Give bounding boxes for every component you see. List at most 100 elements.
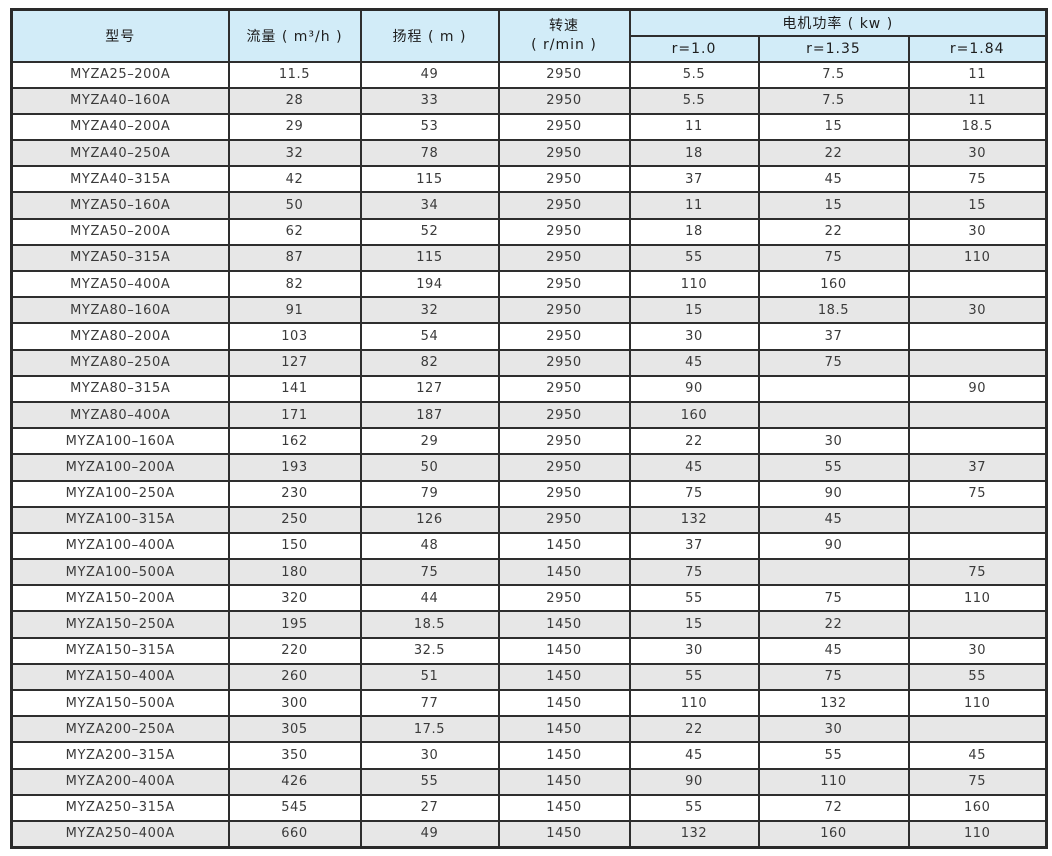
cell-flow: 162 [227, 427, 362, 456]
cell-flow: 29 [227, 112, 362, 142]
cell-power-r135: 7.5 [757, 60, 910, 89]
table-row: MYZA40–250A 32 78 2950 18 22 30 [10, 139, 1048, 168]
cell-power-r10: 18 [628, 139, 760, 168]
cell-flow: 11.5 [227, 60, 362, 89]
cell-power-r135: 15 [757, 112, 910, 142]
cell-power-r135: 30 [757, 427, 910, 456]
cell-power-r10: 22 [628, 715, 760, 744]
cell-head: 187 [359, 400, 500, 430]
table-row: MYZA40–315A 42 115 2950 37 45 75 [10, 165, 1048, 194]
cell-head: 50 [359, 453, 500, 482]
cell-model: MYZA150–200A [10, 584, 230, 613]
cell-power-r135: 22 [757, 139, 910, 168]
cell-power-r135: 45 [757, 636, 910, 665]
cell-model: MYZA100–250A [10, 479, 230, 508]
cell-flow: 42 [227, 165, 362, 194]
cell-power-r135: 30 [757, 715, 910, 744]
cell-head: 48 [359, 531, 500, 561]
cell-power-r135: 37 [757, 322, 910, 351]
cell-speed: 2950 [497, 322, 631, 351]
cell-power-r135: 55 [757, 741, 910, 770]
cell-speed: 1450 [497, 636, 631, 665]
cell-power-r135: 75 [757, 662, 910, 692]
table-row: MYZA100–250A 230 79 2950 75 90 75 [10, 479, 1048, 508]
table-row: MYZA150–250A 195 18.5 1450 15 22 [10, 610, 1048, 639]
cell-power-r184 [907, 348, 1048, 377]
table-row: MYZA100–315A 250 126 2950 132 45 [10, 505, 1048, 534]
cell-flow: 32 [227, 139, 362, 168]
cell-flow: 180 [227, 558, 362, 587]
cell-speed: 1450 [497, 610, 631, 639]
cell-power-r184 [907, 715, 1048, 744]
cell-power-r184: 55 [907, 662, 1048, 692]
cell-power-r135 [757, 400, 910, 430]
cell-flow: 103 [227, 322, 362, 351]
cell-head: 79 [359, 479, 500, 508]
cell-power-r10: 5.5 [628, 86, 760, 115]
cell-power-r10: 45 [628, 453, 760, 482]
table-row: MYZA25–200A 11.5 49 2950 5.5 7.5 11 [10, 60, 1048, 89]
cell-speed: 2950 [497, 374, 631, 403]
cell-speed: 2950 [497, 165, 631, 194]
cell-speed: 1450 [497, 531, 631, 561]
cell-head: 44 [359, 584, 500, 613]
cell-power-r184: 75 [907, 165, 1048, 194]
cell-power-r10: 132 [628, 505, 760, 534]
cell-speed: 2950 [497, 505, 631, 534]
cell-power-r184: 90 [907, 374, 1048, 403]
cell-head: 18.5 [359, 610, 500, 639]
table-row: MYZA250–315A 545 27 1450 55 72 160 [10, 793, 1048, 822]
cell-power-r10: 37 [628, 165, 760, 194]
cell-flow: 300 [227, 688, 362, 718]
cell-power-r184 [907, 610, 1048, 639]
column-header-model: 型号 [10, 8, 230, 63]
cell-speed: 1450 [497, 558, 631, 587]
table-row: MYZA50–315A 87 115 2950 55 75 110 [10, 243, 1048, 273]
cell-flow: 250 [227, 505, 362, 534]
cell-flow: 171 [227, 400, 362, 430]
cell-power-r135 [757, 374, 910, 403]
column-header-r10: r=1.0 [628, 34, 760, 63]
cell-model: MYZA25–200A [10, 60, 230, 89]
cell-model: MYZA40–315A [10, 165, 230, 194]
cell-speed: 1450 [497, 767, 631, 796]
table-row: MYZA40–160A 28 33 2950 5.5 7.5 11 [10, 86, 1048, 115]
cell-power-r10: 55 [628, 243, 760, 273]
cell-model: MYZA80–315A [10, 374, 230, 403]
cell-power-r184: 30 [907, 217, 1048, 246]
table-row: MYZA150–400A 260 51 1450 55 75 55 [10, 662, 1048, 692]
cell-head: 49 [359, 819, 500, 849]
cell-head: 33 [359, 86, 500, 115]
cell-power-r10: 11 [628, 112, 760, 142]
table-row: MYZA150–200A 320 44 2950 55 75 110 [10, 584, 1048, 613]
cell-power-r10: 18 [628, 217, 760, 246]
table-body: MYZA25–200A 11.5 49 2950 5.5 7.5 11 MYZA40–160A… [10, 60, 1048, 849]
cell-model: MYZA100–160A [10, 427, 230, 456]
cell-power-r135: 22 [757, 217, 910, 246]
cell-power-r10: 11 [628, 191, 760, 220]
table-row: MYZA200–315A 350 30 1450 45 55 45 [10, 741, 1048, 770]
cell-speed: 2950 [497, 269, 631, 299]
cell-power-r135: 132 [757, 688, 910, 718]
cell-speed: 2950 [497, 296, 631, 325]
cell-power-r184 [907, 427, 1048, 456]
cell-model: MYZA40–200A [10, 112, 230, 142]
cell-power-r184: 18.5 [907, 112, 1048, 142]
cell-model: MYZA40–250A [10, 139, 230, 168]
cell-power-r135: 75 [757, 243, 910, 273]
cell-power-r184: 11 [907, 86, 1048, 115]
cell-head: 34 [359, 191, 500, 220]
cell-model: MYZA150–400A [10, 662, 230, 692]
cell-model: MYZA80–250A [10, 348, 230, 377]
table-row: MYZA80–200A 103 54 2950 30 37 [10, 322, 1048, 351]
table-row: MYZA50–160A 50 34 2950 11 15 15 [10, 191, 1048, 220]
cell-power-r184: 30 [907, 636, 1048, 665]
cell-power-r184: 160 [907, 793, 1048, 822]
cell-power-r184 [907, 531, 1048, 561]
cell-speed: 2950 [497, 400, 631, 430]
cell-head: 27 [359, 793, 500, 822]
cell-power-r10: 30 [628, 636, 760, 665]
cell-power-r10: 22 [628, 427, 760, 456]
cell-head: 77 [359, 688, 500, 718]
cell-power-r184 [907, 322, 1048, 351]
